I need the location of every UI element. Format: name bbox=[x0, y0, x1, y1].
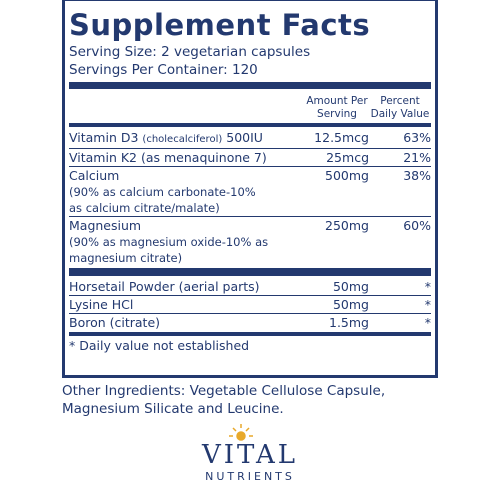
row: Lysine HCl 50mg * bbox=[69, 295, 431, 313]
daily-value: 38% bbox=[403, 168, 431, 183]
dv-header: Percent Daily Value bbox=[370, 95, 430, 120]
footnote: * Daily value not established bbox=[69, 338, 250, 353]
title: Supplement Facts bbox=[69, 8, 371, 42]
nutrient: Boron (citrate) bbox=[69, 314, 305, 331]
amount: 50mg bbox=[332, 279, 369, 294]
serving-size: Serving Size: 2 vegetarian capsules bbox=[69, 44, 311, 60]
amount: 50mg bbox=[332, 297, 369, 312]
row: Magnesium (90% as magnesium oxide-10% as … bbox=[69, 216, 431, 266]
daily-value: * bbox=[424, 315, 431, 330]
other-rows: Horsetail Powder (aerial parts) 50mg * Lysi… bbox=[69, 276, 431, 331]
rule bbox=[69, 123, 431, 127]
row: Vitamin D3 (cholecalciferol) 500IU 12.5mc… bbox=[69, 129, 431, 148]
row: Vitamin K2 (as menaquinone 7) 25mcg 21% bbox=[69, 148, 431, 166]
nutrient-note: (cholecalciferol) bbox=[142, 134, 223, 145]
nutrient-name: Lysine HCl bbox=[69, 297, 134, 312]
amount: 25mcg bbox=[326, 150, 369, 165]
amount: 250mg bbox=[325, 218, 369, 233]
rule bbox=[69, 332, 431, 336]
column-header: Amount Per Serving Percent Daily Value bbox=[69, 89, 431, 123]
row: Calcium (90% as calcium carbonate-10% as … bbox=[69, 166, 431, 216]
nutrient: Vitamin K2 (as menaquinone 7) bbox=[69, 149, 305, 166]
nutrient: Magnesium (90% as magnesium oxide-10% as … bbox=[69, 217, 305, 266]
nutrient-name: Calcium bbox=[69, 168, 120, 183]
daily-value: * bbox=[424, 279, 431, 294]
nutrient-name: Horsetail Powder (aerial parts) bbox=[69, 279, 260, 294]
daily-value: * bbox=[424, 297, 431, 312]
row: Boron (citrate) 1.5mg * bbox=[69, 313, 431, 331]
daily-value: 21% bbox=[403, 150, 431, 165]
rule bbox=[69, 82, 431, 89]
rule bbox=[69, 268, 431, 276]
nutrient: Calcium (90% as calcium carbonate-10% as … bbox=[69, 167, 305, 216]
amount-header: Amount Per Serving bbox=[306, 95, 368, 120]
servings-per-container: Servings Per Container: 120 bbox=[69, 62, 258, 78]
sun-icon bbox=[229, 424, 253, 441]
nutrient-name: Vitamin D3 bbox=[69, 130, 139, 145]
brand: VITAL bbox=[201, 440, 298, 470]
row: Horsetail Powder (aerial parts) 50mg * bbox=[69, 278, 431, 295]
daily-value: 63% bbox=[403, 130, 431, 145]
nutrient-name: Vitamin K2 (as menaquinone 7) bbox=[69, 150, 267, 165]
amount: 1.5mg bbox=[329, 315, 369, 330]
rows: Vitamin D3 (cholecalciferol) 500IU 12.5mc… bbox=[69, 127, 431, 266]
facts-panel: Supplement Facts Serving Size: 2 vegetar… bbox=[62, 0, 438, 378]
daily-value: 60% bbox=[403, 218, 431, 233]
nutrient-name: Magnesium bbox=[69, 218, 142, 233]
amount: 12.5mcg bbox=[314, 130, 369, 145]
nutrient: Horsetail Powder (aerial parts) bbox=[69, 278, 305, 295]
nutrient-detail: (90% as magnesium oxide-10% as magnesium… bbox=[69, 235, 269, 265]
nutrient: Vitamin D3 (cholecalciferol) 500IU bbox=[69, 129, 305, 148]
nutrient-name: Boron (citrate) bbox=[69, 315, 161, 330]
logo: VITAL NUTRIENTS bbox=[201, 424, 298, 483]
amount: 500mg bbox=[325, 168, 369, 183]
nutrient-suffix: 500IU bbox=[226, 130, 263, 145]
other-ingredients: Other Ingredients: Vegetable Cellulose C… bbox=[62, 383, 386, 417]
tagline: NUTRIENTS bbox=[205, 470, 295, 483]
nutrient-detail: (90% as calcium carbonate-10% as calcium… bbox=[69, 185, 256, 215]
nutrient: Lysine HCl bbox=[69, 296, 305, 313]
